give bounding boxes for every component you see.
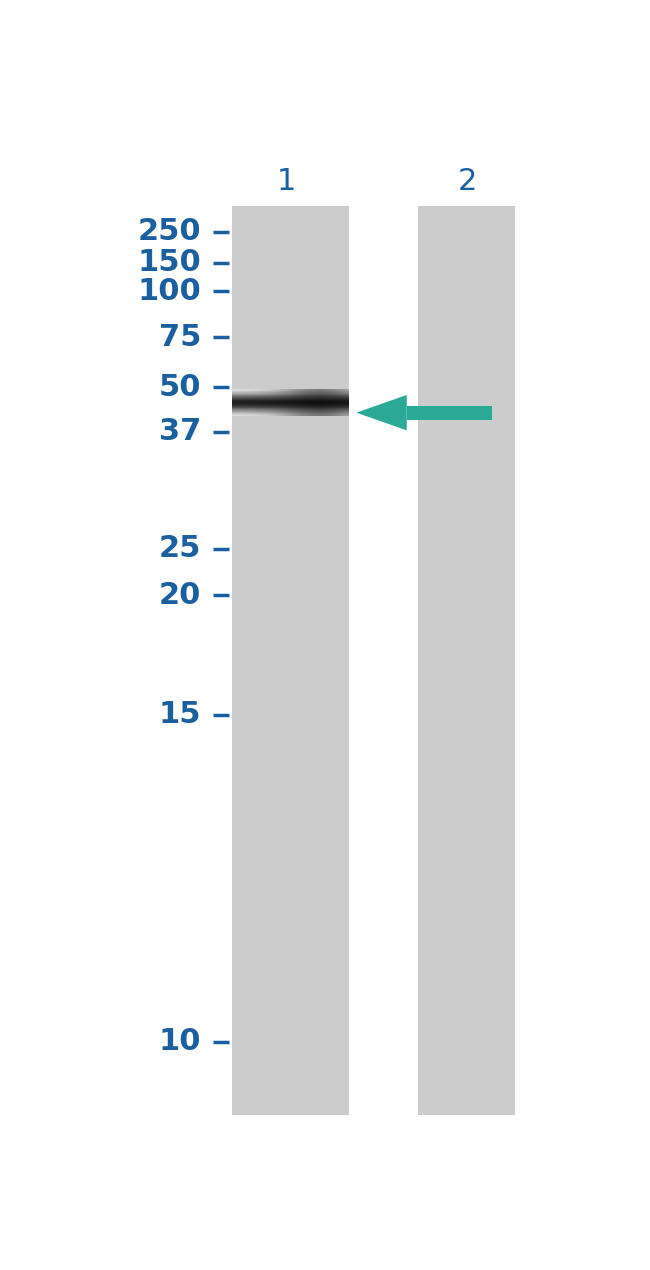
Bar bbox=[282, 389, 283, 417]
Bar bbox=[324, 389, 326, 417]
Bar bbox=[321, 389, 322, 417]
Bar bbox=[244, 389, 246, 417]
Bar bbox=[332, 389, 333, 417]
Bar bbox=[327, 389, 328, 417]
Bar bbox=[235, 389, 237, 417]
Bar bbox=[238, 389, 240, 417]
Bar bbox=[314, 389, 315, 417]
Bar bbox=[279, 389, 280, 417]
Bar bbox=[247, 389, 248, 417]
Bar bbox=[419, 206, 515, 1115]
Bar bbox=[286, 389, 287, 417]
Bar bbox=[304, 389, 305, 417]
Bar bbox=[295, 389, 296, 417]
Bar bbox=[233, 206, 348, 1115]
Bar bbox=[259, 389, 260, 417]
Bar bbox=[347, 389, 348, 417]
Bar bbox=[273, 389, 274, 417]
Bar bbox=[346, 389, 347, 417]
Bar bbox=[311, 389, 312, 417]
Text: 15: 15 bbox=[159, 700, 202, 729]
Bar bbox=[344, 389, 346, 417]
Bar bbox=[268, 389, 270, 417]
Text: 25: 25 bbox=[159, 535, 202, 564]
Bar bbox=[315, 389, 317, 417]
Text: 2: 2 bbox=[458, 168, 477, 196]
Bar bbox=[274, 389, 276, 417]
Bar bbox=[337, 389, 339, 417]
Bar bbox=[309, 389, 311, 417]
Bar bbox=[233, 389, 234, 417]
Bar bbox=[254, 389, 255, 417]
Bar bbox=[320, 389, 321, 417]
Bar bbox=[242, 389, 244, 417]
Bar bbox=[305, 389, 307, 417]
Bar bbox=[334, 389, 335, 417]
Bar bbox=[330, 389, 332, 417]
Bar bbox=[343, 389, 344, 417]
Bar bbox=[253, 389, 254, 417]
Bar bbox=[339, 389, 340, 417]
Bar bbox=[302, 389, 304, 417]
Bar bbox=[292, 389, 293, 417]
Bar bbox=[267, 389, 268, 417]
Bar bbox=[234, 389, 235, 417]
Bar bbox=[299, 389, 301, 417]
Bar bbox=[317, 389, 318, 417]
Bar bbox=[407, 405, 492, 419]
Text: 37: 37 bbox=[159, 418, 202, 447]
Text: 10: 10 bbox=[159, 1027, 202, 1057]
Text: 150: 150 bbox=[138, 248, 202, 277]
Bar bbox=[335, 389, 337, 417]
Bar bbox=[298, 389, 299, 417]
Bar bbox=[257, 389, 259, 417]
Bar bbox=[255, 389, 257, 417]
Bar bbox=[287, 389, 289, 417]
Bar bbox=[283, 389, 285, 417]
Text: 75: 75 bbox=[159, 323, 202, 352]
Bar bbox=[270, 389, 272, 417]
Bar bbox=[248, 389, 250, 417]
Bar bbox=[340, 389, 341, 417]
Text: 100: 100 bbox=[138, 277, 202, 306]
Bar bbox=[265, 389, 266, 417]
Bar bbox=[272, 389, 273, 417]
Polygon shape bbox=[356, 395, 407, 431]
Bar bbox=[308, 389, 309, 417]
Bar bbox=[252, 389, 253, 417]
Bar bbox=[289, 389, 291, 417]
Text: 250: 250 bbox=[138, 217, 202, 246]
Bar bbox=[291, 389, 292, 417]
Bar bbox=[237, 389, 238, 417]
Bar bbox=[312, 389, 314, 417]
Bar bbox=[322, 389, 324, 417]
Bar bbox=[333, 389, 334, 417]
Bar bbox=[260, 389, 261, 417]
Bar bbox=[326, 389, 327, 417]
Text: 1: 1 bbox=[277, 168, 296, 196]
Bar bbox=[276, 389, 278, 417]
Bar bbox=[293, 389, 295, 417]
Bar bbox=[250, 389, 252, 417]
Bar bbox=[296, 389, 298, 417]
Text: 50: 50 bbox=[159, 373, 202, 401]
Bar bbox=[280, 389, 282, 417]
Text: 20: 20 bbox=[159, 580, 202, 610]
Bar bbox=[261, 389, 263, 417]
Bar bbox=[266, 389, 267, 417]
Bar bbox=[240, 389, 241, 417]
Bar bbox=[301, 389, 302, 417]
Bar bbox=[241, 389, 242, 417]
Bar bbox=[246, 389, 247, 417]
Bar bbox=[318, 389, 320, 417]
Bar bbox=[328, 389, 330, 417]
Bar bbox=[263, 389, 265, 417]
Bar bbox=[278, 389, 279, 417]
Bar bbox=[285, 389, 286, 417]
Bar bbox=[307, 389, 308, 417]
Bar bbox=[341, 389, 343, 417]
